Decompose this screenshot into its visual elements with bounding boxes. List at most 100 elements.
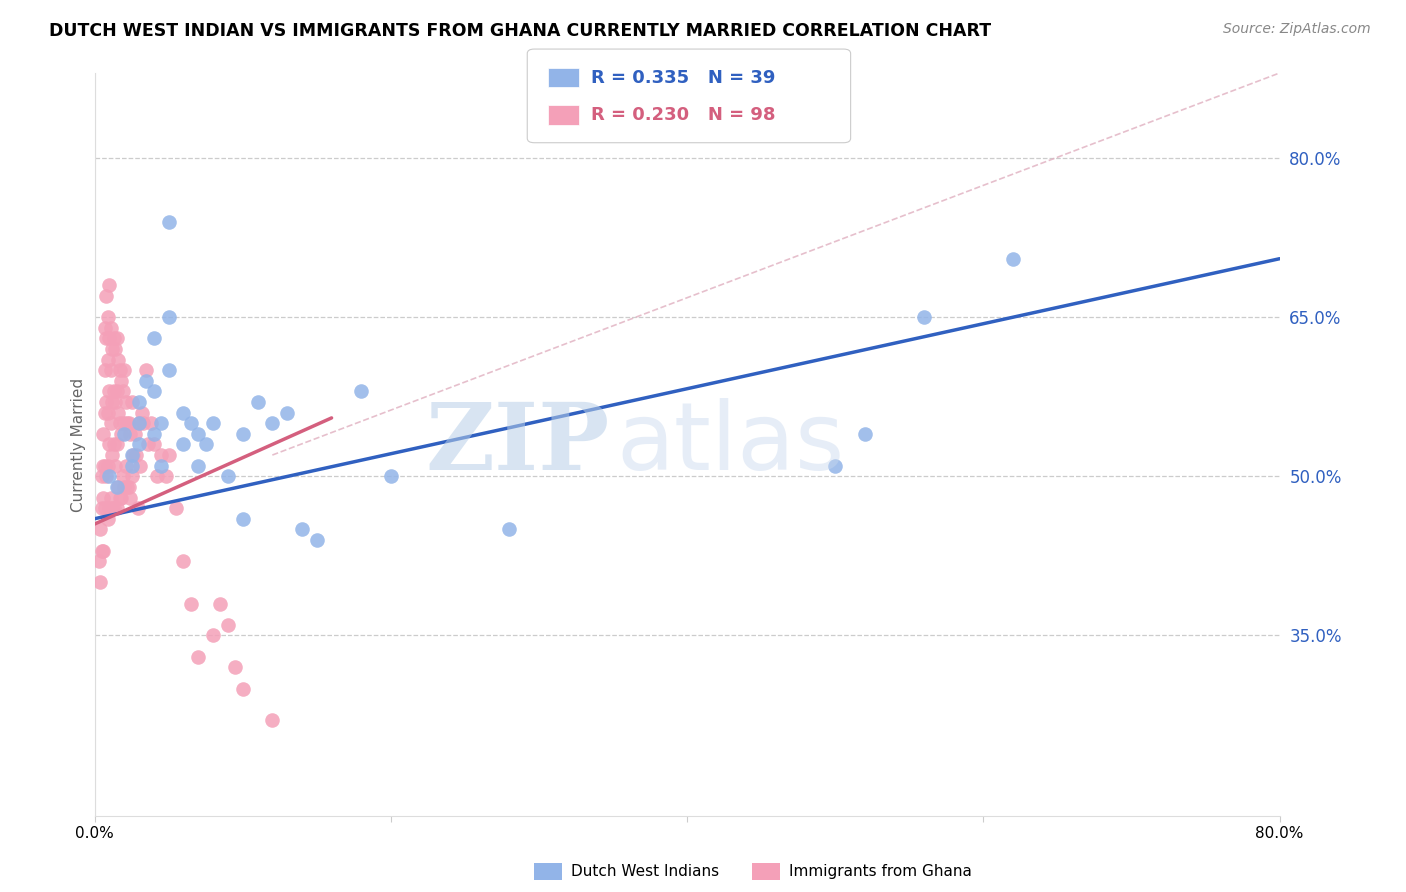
Point	[121, 458, 143, 473]
Point	[127, 501, 149, 516]
Point	[114, 395, 136, 409]
Point	[103, 437, 125, 451]
Point	[217, 469, 239, 483]
Point	[121, 448, 143, 462]
Point	[117, 416, 139, 430]
Point	[101, 501, 124, 516]
Point	[101, 342, 124, 356]
Point	[124, 426, 146, 441]
Point	[120, 426, 142, 441]
Point	[202, 416, 225, 430]
Point	[98, 278, 121, 293]
Point	[128, 395, 150, 409]
Point	[108, 363, 131, 377]
Point	[103, 501, 125, 516]
Point	[129, 458, 152, 473]
Point	[157, 214, 180, 228]
Point	[112, 363, 135, 377]
Point	[94, 458, 117, 473]
Point	[96, 395, 118, 409]
Point	[93, 426, 115, 441]
Point	[157, 448, 180, 462]
Point	[165, 501, 187, 516]
Point	[105, 331, 128, 345]
Point	[187, 649, 209, 664]
Point	[142, 384, 165, 399]
Point	[142, 331, 165, 345]
Point	[117, 480, 139, 494]
Point	[114, 458, 136, 473]
Text: ZIP: ZIP	[426, 400, 610, 490]
Point	[97, 406, 120, 420]
Point	[115, 480, 138, 494]
Point	[96, 331, 118, 345]
Point	[103, 384, 125, 399]
Point	[105, 384, 128, 399]
Point	[94, 363, 117, 377]
Point	[131, 406, 153, 420]
Text: DUTCH WEST INDIAN VS IMMIGRANTS FROM GHANA CURRENTLY MARRIED CORRELATION CHART: DUTCH WEST INDIAN VS IMMIGRANTS FROM GHA…	[49, 22, 991, 40]
Point	[98, 437, 121, 451]
Point	[202, 628, 225, 642]
Text: Source: ZipAtlas.com: Source: ZipAtlas.com	[1223, 22, 1371, 37]
Point	[97, 352, 120, 367]
Point	[142, 437, 165, 451]
Point	[128, 416, 150, 430]
Point	[100, 320, 122, 334]
Point	[128, 437, 150, 451]
Point	[89, 522, 111, 536]
Point	[110, 426, 132, 441]
Point	[107, 406, 129, 420]
Point	[276, 406, 298, 420]
Point	[91, 501, 114, 516]
Point	[125, 448, 148, 462]
Point	[912, 310, 935, 324]
Point	[96, 289, 118, 303]
Point	[172, 437, 194, 451]
Point	[104, 458, 127, 473]
Point	[262, 714, 284, 728]
Point	[187, 458, 209, 473]
Point	[380, 469, 402, 483]
Point	[172, 406, 194, 420]
Point	[91, 469, 114, 483]
Point	[105, 480, 128, 494]
Point	[150, 448, 173, 462]
Point	[100, 416, 122, 430]
Point	[150, 458, 173, 473]
Point	[111, 469, 134, 483]
Point	[98, 384, 121, 399]
Text: R = 0.230   N = 98: R = 0.230 N = 98	[591, 106, 775, 124]
Point	[246, 395, 269, 409]
Point	[121, 469, 143, 483]
Point	[97, 512, 120, 526]
Point	[97, 458, 120, 473]
Point	[110, 491, 132, 505]
Point	[128, 416, 150, 430]
Point	[142, 426, 165, 441]
Point	[110, 374, 132, 388]
Y-axis label: Currently Married: Currently Married	[72, 377, 86, 511]
Point	[146, 469, 169, 483]
Point	[111, 384, 134, 399]
Point	[217, 618, 239, 632]
Point	[194, 437, 217, 451]
Point	[105, 437, 128, 451]
Point	[155, 469, 177, 483]
Point	[180, 416, 202, 430]
Point	[93, 543, 115, 558]
Point	[97, 310, 120, 324]
Point	[103, 331, 125, 345]
Point	[98, 501, 121, 516]
Point	[157, 363, 180, 377]
Point	[107, 480, 129, 494]
Point	[94, 501, 117, 516]
Point	[139, 416, 162, 430]
Point	[87, 554, 110, 568]
Point	[101, 448, 124, 462]
Point	[853, 426, 876, 441]
Point	[100, 363, 122, 377]
Point	[498, 522, 520, 536]
Point	[112, 426, 135, 441]
Point	[112, 416, 135, 430]
